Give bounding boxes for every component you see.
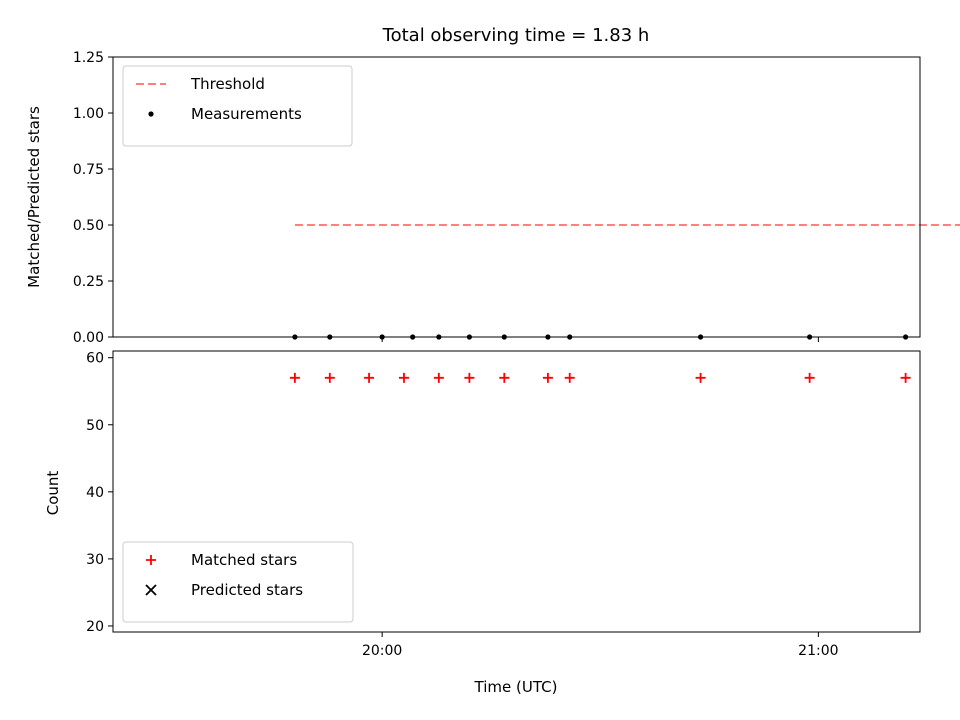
legend-label: Predicted stars	[191, 581, 303, 599]
data-point	[433, 372, 444, 383]
legend-swatch	[145, 584, 157, 596]
data-point	[364, 372, 375, 383]
legend-label: Threshold	[190, 75, 265, 93]
y-tick-label: 20	[86, 619, 104, 635]
data-point	[464, 372, 475, 383]
data-point	[900, 372, 911, 383]
data-point	[804, 372, 815, 383]
legend-swatch	[148, 111, 154, 117]
top-panel: 0.00 0.25 0.50 0.75 1.00 1.25 Threshold Measure…	[73, 50, 960, 346]
y-tick-label: 0.00	[73, 330, 104, 346]
y-tick-label: 0.75	[73, 162, 104, 178]
y-tick-label: 40	[86, 485, 104, 501]
y-tick-label: 50	[86, 418, 104, 434]
x-axis-label: Time (UTC)	[474, 678, 558, 696]
series-plus	[289, 372, 911, 383]
top-y-axis-label: Matched/Predicted stars	[25, 106, 43, 288]
series-dot	[292, 334, 909, 340]
legend-label: Measurements	[191, 105, 302, 123]
legend-label: Matched stars	[191, 551, 297, 569]
data-point	[324, 372, 335, 383]
y-tick-label: 30	[86, 552, 104, 568]
legend-box	[122, 65, 353, 147]
data-point	[542, 372, 553, 383]
x-tick-label: 20:00	[362, 643, 402, 659]
data-point	[564, 372, 575, 383]
data-point	[499, 372, 510, 383]
legend: Threshold Measurements	[122, 65, 353, 147]
plot-frame	[112, 56, 921, 338]
y-tick-label: 1.25	[73, 50, 104, 66]
y-tick-label: 60	[86, 351, 104, 367]
y-tick-label: 0.25	[73, 274, 104, 290]
y-tick-label: 1.00	[73, 106, 104, 122]
legend-swatch	[146, 555, 156, 565]
legend: Matched stars Predicted stars	[122, 541, 354, 623]
x-tick-label: 21:00	[798, 643, 838, 659]
data-point	[695, 372, 706, 383]
legend-box	[122, 541, 354, 623]
data-point	[289, 372, 300, 383]
chart-title: Total observing time = 1.83 h	[382, 25, 650, 46]
data-point	[398, 372, 409, 383]
bottom-panel: 20:0021:0022:0023:0000:0001:0002:0003:00…	[86, 350, 921, 659]
bottom-y-axis-label: Count	[44, 471, 62, 516]
y-tick-label: 0.50	[73, 218, 104, 234]
